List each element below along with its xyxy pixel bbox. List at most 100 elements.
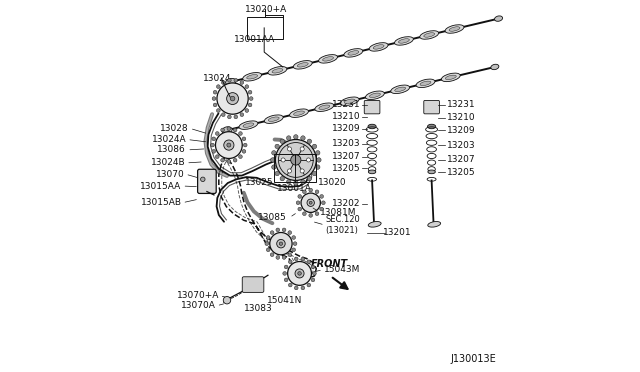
Text: 13070A: 13070A: [181, 301, 216, 310]
Ellipse shape: [315, 103, 334, 112]
Ellipse shape: [243, 73, 262, 81]
Ellipse shape: [373, 45, 384, 49]
Circle shape: [300, 169, 304, 173]
Circle shape: [287, 180, 291, 184]
Circle shape: [283, 272, 287, 275]
Ellipse shape: [365, 91, 385, 100]
Ellipse shape: [394, 37, 413, 45]
Circle shape: [275, 144, 280, 149]
Circle shape: [227, 115, 231, 119]
Text: 13210: 13210: [447, 113, 475, 122]
Circle shape: [276, 228, 280, 232]
Ellipse shape: [445, 75, 456, 80]
Circle shape: [265, 242, 269, 246]
Circle shape: [301, 286, 305, 290]
Text: 13024: 13024: [204, 74, 232, 83]
Circle shape: [316, 151, 320, 155]
Text: 13207: 13207: [447, 155, 475, 164]
FancyBboxPatch shape: [424, 100, 440, 114]
Bar: [248, 17, 283, 39]
Ellipse shape: [344, 49, 363, 57]
Text: 13085: 13085: [258, 213, 287, 222]
Circle shape: [200, 177, 205, 182]
Text: 13020+A: 13020+A: [245, 5, 287, 14]
Circle shape: [307, 199, 314, 206]
Circle shape: [271, 158, 275, 162]
Text: 13015AB: 13015AB: [141, 198, 182, 207]
Text: 13209: 13209: [447, 126, 475, 135]
Circle shape: [303, 190, 306, 194]
Text: 15043M: 15043M: [324, 265, 360, 274]
Circle shape: [292, 236, 296, 240]
Circle shape: [309, 214, 312, 217]
Circle shape: [245, 85, 249, 89]
Circle shape: [270, 231, 274, 234]
Circle shape: [300, 147, 304, 151]
Text: 13086: 13086: [157, 145, 186, 154]
Circle shape: [242, 150, 246, 153]
Circle shape: [224, 140, 234, 150]
Ellipse shape: [340, 97, 359, 106]
Circle shape: [287, 169, 292, 173]
Circle shape: [216, 132, 219, 135]
Circle shape: [221, 81, 225, 84]
Circle shape: [276, 256, 280, 259]
Circle shape: [243, 143, 247, 147]
Ellipse shape: [264, 115, 283, 124]
Circle shape: [309, 201, 312, 204]
Circle shape: [234, 115, 237, 119]
Circle shape: [298, 207, 301, 211]
FancyBboxPatch shape: [243, 277, 264, 292]
Text: 13020: 13020: [318, 178, 347, 187]
Circle shape: [227, 143, 231, 147]
Circle shape: [307, 283, 310, 287]
Circle shape: [312, 272, 316, 275]
Circle shape: [270, 253, 274, 257]
FancyBboxPatch shape: [364, 100, 380, 114]
Ellipse shape: [416, 79, 435, 87]
Ellipse shape: [445, 25, 464, 33]
Circle shape: [289, 260, 292, 264]
Text: 13231: 13231: [332, 100, 361, 109]
Ellipse shape: [399, 39, 410, 43]
Text: FRONT: FRONT: [311, 259, 348, 269]
Text: 13028: 13028: [161, 124, 189, 133]
Circle shape: [309, 188, 312, 192]
Circle shape: [311, 265, 315, 269]
Circle shape: [276, 240, 285, 248]
Circle shape: [294, 286, 298, 290]
Ellipse shape: [428, 170, 435, 174]
Ellipse shape: [449, 27, 460, 31]
Circle shape: [307, 176, 312, 181]
Text: 13070+A: 13070+A: [177, 291, 220, 300]
Ellipse shape: [491, 64, 499, 70]
Ellipse shape: [294, 111, 305, 115]
Circle shape: [298, 195, 301, 198]
Ellipse shape: [368, 221, 381, 227]
Circle shape: [227, 93, 239, 105]
Circle shape: [301, 180, 305, 184]
Ellipse shape: [428, 221, 440, 227]
Circle shape: [291, 155, 301, 165]
Circle shape: [317, 158, 321, 162]
Circle shape: [301, 193, 321, 212]
Text: 13081M: 13081M: [320, 208, 356, 217]
Circle shape: [293, 242, 297, 246]
Text: 13070: 13070: [156, 170, 184, 179]
Text: 13201: 13201: [383, 228, 412, 237]
Text: 15041N: 15041N: [267, 296, 302, 305]
Text: SEC.120
(13021): SEC.120 (13021): [326, 215, 360, 235]
Ellipse shape: [298, 62, 308, 67]
Ellipse shape: [368, 124, 376, 129]
Ellipse shape: [319, 55, 337, 63]
Text: 13001AA: 13001AA: [234, 35, 276, 44]
Circle shape: [284, 265, 288, 269]
Circle shape: [233, 128, 237, 132]
Circle shape: [245, 109, 249, 112]
Text: 13015AA: 13015AA: [140, 182, 182, 190]
Circle shape: [216, 155, 219, 158]
Ellipse shape: [348, 51, 359, 55]
Ellipse shape: [420, 31, 438, 39]
Circle shape: [239, 155, 243, 158]
Circle shape: [311, 278, 315, 282]
